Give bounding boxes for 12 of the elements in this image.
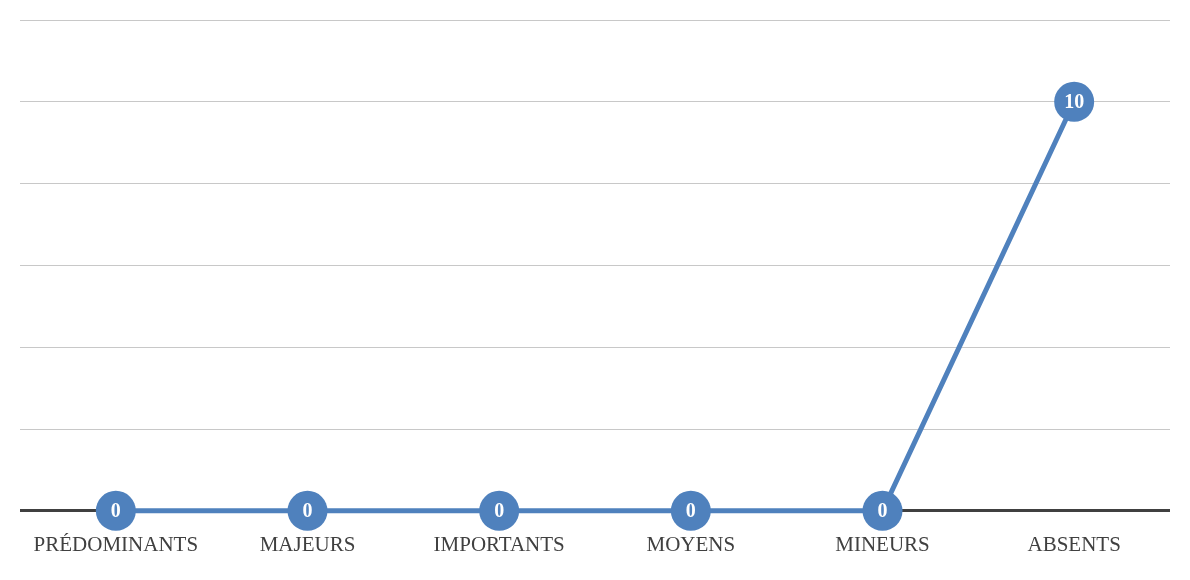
x-tick-label: MAJEURS <box>259 531 356 556</box>
x-tick-label: MINEURS <box>835 531 930 556</box>
data-label: 0 <box>302 498 313 521</box>
x-tick-label: ABSENTS <box>1027 531 1121 556</box>
x-tick-label: PRÉDOMINANTS <box>33 531 199 556</box>
data-label: 10 <box>1064 89 1085 112</box>
data-label: 0 <box>877 498 888 521</box>
data-label: 0 <box>685 498 696 521</box>
x-tick-label: MOYENS <box>646 531 736 556</box>
data-label: 0 <box>494 498 505 521</box>
x-tick-label: IMPORTANTS <box>433 531 565 556</box>
data-label: 0 <box>110 498 121 521</box>
